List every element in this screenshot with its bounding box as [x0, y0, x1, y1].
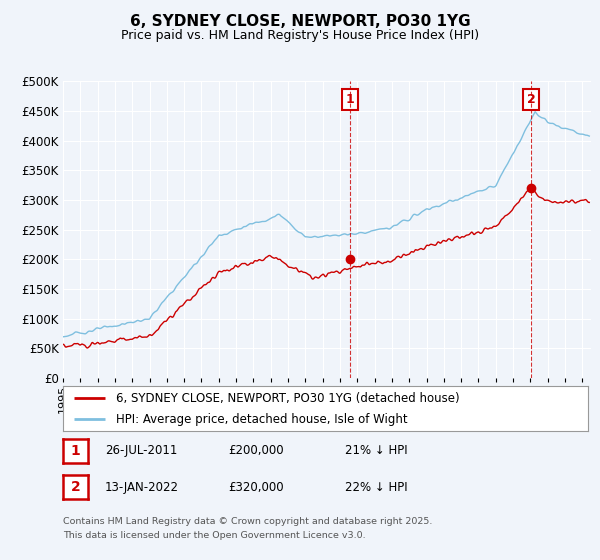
- Text: 26-JUL-2011: 26-JUL-2011: [105, 444, 178, 458]
- Text: 6, SYDNEY CLOSE, NEWPORT, PO30 1YG (detached house): 6, SYDNEY CLOSE, NEWPORT, PO30 1YG (deta…: [115, 392, 459, 405]
- Text: 2: 2: [527, 93, 535, 106]
- Text: 13-JAN-2022: 13-JAN-2022: [105, 480, 179, 494]
- Text: 6, SYDNEY CLOSE, NEWPORT, PO30 1YG: 6, SYDNEY CLOSE, NEWPORT, PO30 1YG: [130, 14, 470, 29]
- Text: This data is licensed under the Open Government Licence v3.0.: This data is licensed under the Open Gov…: [63, 531, 365, 540]
- Text: 22% ↓ HPI: 22% ↓ HPI: [345, 480, 407, 494]
- Text: 2: 2: [71, 480, 80, 494]
- Text: Price paid vs. HM Land Registry's House Price Index (HPI): Price paid vs. HM Land Registry's House …: [121, 29, 479, 42]
- Text: 21% ↓ HPI: 21% ↓ HPI: [345, 444, 407, 458]
- Text: 1: 1: [71, 444, 80, 458]
- Text: £320,000: £320,000: [228, 480, 284, 494]
- Text: HPI: Average price, detached house, Isle of Wight: HPI: Average price, detached house, Isle…: [115, 413, 407, 426]
- Text: 1: 1: [346, 93, 354, 106]
- Text: £200,000: £200,000: [228, 444, 284, 458]
- Text: Contains HM Land Registry data © Crown copyright and database right 2025.: Contains HM Land Registry data © Crown c…: [63, 517, 433, 526]
